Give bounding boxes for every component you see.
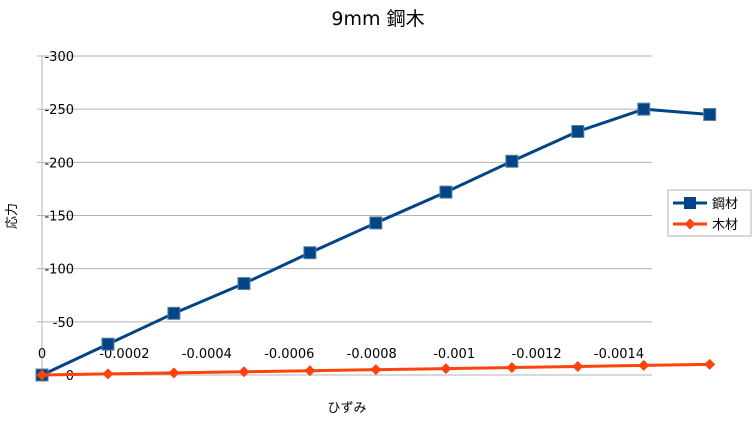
x-tick-label: -0.0002 xyxy=(99,347,149,362)
data-point xyxy=(439,185,453,199)
y-tick-label: -300 xyxy=(44,50,74,65)
axes xyxy=(41,56,652,376)
data-point xyxy=(703,107,717,121)
legend-label: 鋼材 xyxy=(712,197,738,212)
data-point xyxy=(505,154,519,168)
y-tick-label: -150 xyxy=(44,210,74,225)
y-tick-label: -50 xyxy=(53,316,74,331)
legend-marker xyxy=(684,197,696,209)
x-tick-label: -0.001 xyxy=(433,347,475,362)
data-point xyxy=(571,124,585,138)
data-point xyxy=(637,102,651,116)
legend-entry: 鋼材 xyxy=(673,197,738,212)
data-point xyxy=(572,360,584,372)
y-tick-labels: 0 -50 -100 -150 -200 -250 -300 xyxy=(44,50,74,384)
data-point xyxy=(370,364,382,376)
x-tick-label: -0.0006 xyxy=(264,347,314,362)
grid xyxy=(37,55,652,376)
x-tick-label: -0.0004 xyxy=(182,347,232,362)
x-tick-label: -0.0012 xyxy=(512,347,562,362)
data-point xyxy=(36,369,48,381)
data-point xyxy=(167,306,181,320)
x-tick-labels: 0 -0.0002 -0.0004 -0.0006 -0.0008 -0.001 -0.00… xyxy=(38,347,644,362)
y-tick-label: -100 xyxy=(44,263,74,278)
data-point xyxy=(304,365,316,377)
legend-box xyxy=(667,189,752,237)
data-point xyxy=(303,246,317,260)
y-tick-label: 0 xyxy=(66,369,74,384)
data-point xyxy=(101,337,115,351)
legend-marker xyxy=(684,218,696,230)
y-axis-label: 応力 xyxy=(5,203,20,229)
legend-label: 木材 xyxy=(712,218,738,233)
data-point xyxy=(168,367,180,379)
data-point xyxy=(238,366,250,378)
chart-title: 9mm 鋼木 xyxy=(331,8,424,30)
series xyxy=(35,102,717,382)
x-tick-label: -0.0014 xyxy=(594,347,644,362)
data-point xyxy=(440,363,452,375)
x-tick-label: 0 xyxy=(38,347,46,362)
series-木材 xyxy=(36,358,716,381)
data-point xyxy=(369,216,383,230)
data-point xyxy=(102,368,114,380)
series-鋼材 xyxy=(35,102,717,382)
y-tick-label: -250 xyxy=(44,103,74,118)
x-tick-label: -0.0008 xyxy=(347,347,397,362)
series-line xyxy=(41,107,710,377)
x-axis-label: ひずみ xyxy=(327,401,366,416)
data-point xyxy=(638,359,650,371)
data-point xyxy=(506,362,518,374)
y-tick-label: -200 xyxy=(44,156,74,171)
legend-entry: 木材 xyxy=(673,218,738,233)
data-point xyxy=(704,358,716,370)
data-point xyxy=(237,277,251,291)
